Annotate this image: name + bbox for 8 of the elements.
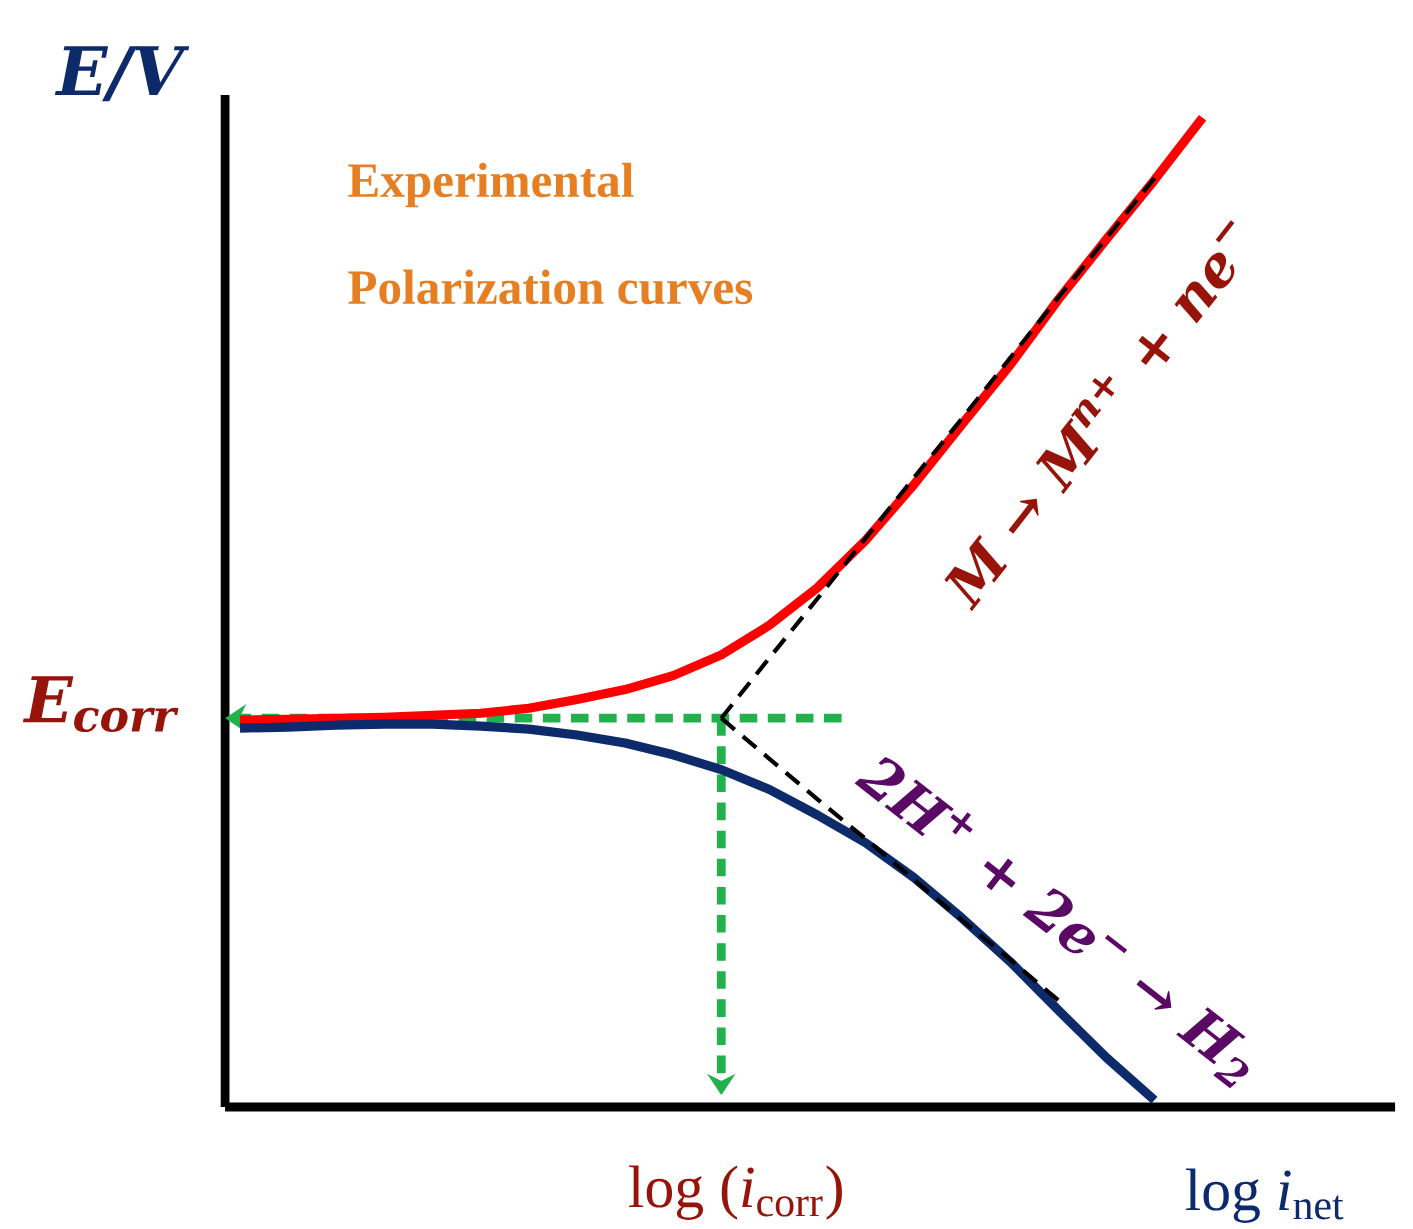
ref-line-label: E$_{corr}$	[22, 676, 179, 733]
y-axis-title: E/V	[54, 46, 190, 102]
annotation: 2H$^{+}$ + 2e$^{−}$ → H$_{2}$	[854, 757, 1249, 1089]
x-axis-title: log i$_{net}$	[1185, 1168, 1344, 1223]
annotation: Polarization curves	[348, 269, 753, 305]
text: log (i$_{corr}$)	[629, 1165, 842, 1220]
annotation: Experimental	[348, 162, 634, 208]
annotation: M → M$^{n+}$ + ne$^{−}$	[944, 220, 1235, 612]
